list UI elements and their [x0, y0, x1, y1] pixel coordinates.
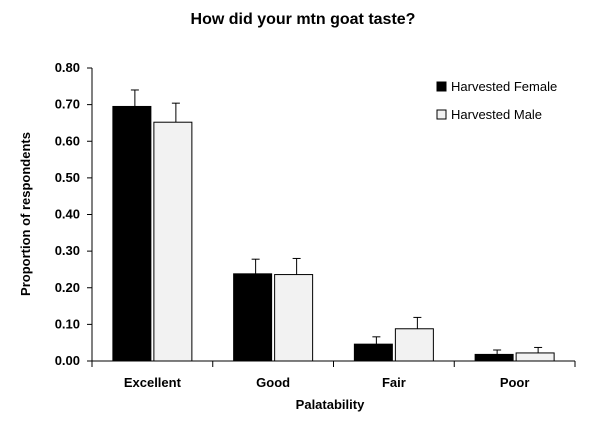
x-tick-label: Fair [382, 375, 406, 390]
bars [112, 89, 555, 362]
bar [474, 353, 514, 362]
y-axis: 0.00 0.10 0.20 0.30 0.40 0.50 0.60 0.70 0.80 [55, 60, 93, 368]
x-tick-label: Excellent [124, 375, 182, 390]
bar [353, 343, 393, 362]
bar [233, 273, 273, 362]
chart-title: How did your mtn goat taste? [191, 11, 416, 28]
x-axis-title: Palatability [296, 397, 365, 412]
y-tick-label: 0.00 [55, 353, 80, 368]
x-tick-label: Poor [500, 375, 530, 390]
bar [274, 274, 314, 362]
y-axis-title: Proportion of respondents [18, 132, 33, 296]
y-tick-label: 0.60 [55, 133, 80, 148]
x-tick-label: Good [256, 375, 290, 390]
legend-swatch [436, 109, 447, 120]
bar [515, 352, 555, 362]
bar [394, 328, 434, 362]
y-tick-label: 0.20 [55, 280, 80, 295]
x-axis: Excellent Good Fair Poor [91, 360, 576, 390]
legend-label: Harvested Female [451, 79, 557, 94]
y-tick-label: 0.40 [55, 207, 80, 222]
y-tick-label: 0.70 [55, 97, 80, 112]
y-tick-label: 0.80 [55, 60, 80, 75]
y-tick-label: 0.50 [55, 170, 80, 185]
legend: Harvested Female Harvested Male [436, 79, 557, 122]
y-tick-label: 0.30 [55, 243, 80, 258]
y-tick-label: 0.10 [55, 316, 80, 331]
legend-swatch [436, 81, 447, 92]
bar [112, 105, 152, 362]
legend-label: Harvested Male [451, 107, 542, 122]
bar [153, 121, 193, 362]
